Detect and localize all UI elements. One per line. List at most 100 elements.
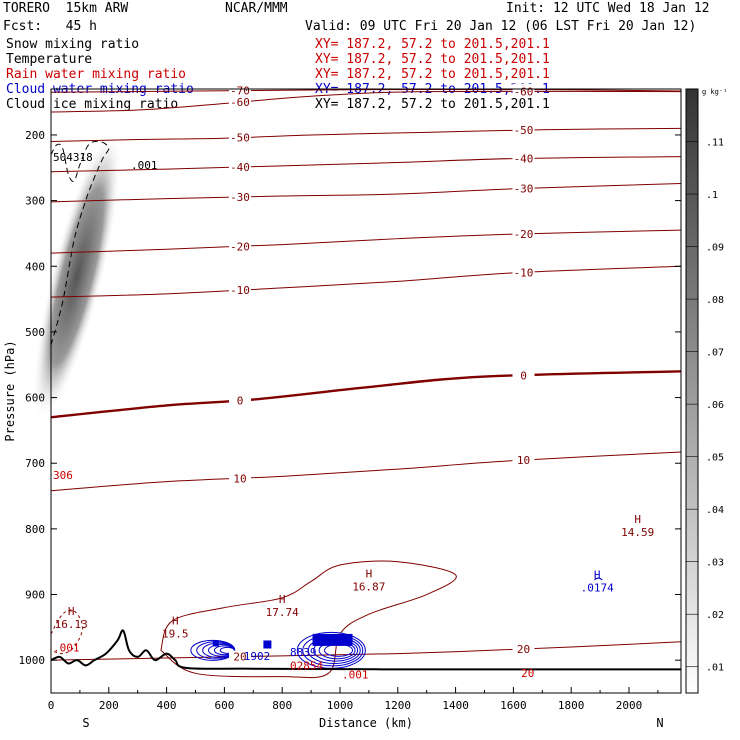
temperature-contour-0 (50, 370, 682, 419)
contour-value-label: 20 (521, 667, 534, 680)
field-name-rain: Rain water mixing ratio (6, 67, 187, 82)
temperature-label: -20 (514, 228, 534, 241)
temperature-contour-m70 (50, 88, 682, 93)
y-tick-label: 1000 (19, 654, 46, 667)
colorbar (685, 88, 699, 694)
high-marker: H (172, 615, 179, 628)
high-value-label: 14.59 (621, 526, 654, 539)
x-tick-label: 1400 (442, 699, 469, 712)
contour-value-label: .001 (342, 669, 369, 682)
y-tick-label: 800 (25, 523, 45, 536)
forecast-label: Fcst: 45 h (3, 19, 97, 34)
temperature-label: -50 (514, 124, 534, 137)
high-value-label: .0174 (581, 582, 614, 595)
high-value-label: 16.13 (55, 618, 88, 631)
valid-label: Valid: 09 UTC Fri 20 Jan 12 (06 LST Fri … (305, 19, 697, 34)
terrain-line (50, 629, 681, 671)
x-tick-label: 1000 (327, 699, 354, 712)
contour-value-label: 1902 (244, 650, 271, 663)
temperature-label-bg (512, 642, 535, 655)
x-tick-label: 600 (214, 699, 234, 712)
temperature-label-bg (512, 152, 535, 165)
colorbar-tick-label: .1 (706, 190, 718, 201)
x-tick-label: 1800 (558, 699, 585, 712)
temperature-label: -70 (230, 85, 250, 98)
temperature-label-bg (229, 161, 251, 174)
temperature-label: -40 (230, 161, 250, 174)
colorbar-tick-label: .01 (706, 663, 724, 674)
contour-value-label: 8839 (290, 646, 317, 659)
y-axis-label: Pressure (hPa) (3, 340, 17, 441)
temperature-label-bg (512, 227, 535, 240)
temperature-contour-m40 (50, 156, 682, 173)
temperature-label-bg (512, 369, 535, 382)
temperature-label: -10 (230, 284, 250, 297)
x-tick-label: 1600 (500, 699, 527, 712)
field-name-temperature: Temperature (6, 52, 93, 67)
temperature-label-bg (229, 96, 251, 109)
colorbar-tick-label: .02 (706, 610, 724, 621)
temperature-label-bg (229, 650, 251, 663)
temperature-contour-m30 (50, 183, 682, 203)
high-marker: H (279, 593, 286, 606)
colorbar-unit: g kg⁻¹ (702, 88, 727, 96)
temperature-contour-m50 (50, 127, 682, 143)
temperature-label-bg (512, 266, 535, 279)
temperature-contour-10 (50, 451, 682, 492)
colorbar-tick-label: .08 (706, 295, 724, 306)
cloud-water-cell (212, 640, 219, 647)
temperature-label: -40 (514, 152, 534, 165)
y-tick-label: 700 (25, 457, 45, 470)
high-value-label: 16.87 (352, 580, 385, 593)
field-coords-cloud-ice: XY= 187.2, 57.2 to 201.5,201.1 (315, 97, 550, 112)
field-coords-rain: XY= 187.2, 57.2 to 201.5,201.1 (315, 67, 550, 82)
field-coords-temperature: XY= 187.2, 57.2 to 201.5,201.1 (315, 52, 550, 67)
field-name-cloud-ice: Cloud ice mixing ratio (6, 97, 179, 112)
y-tick-label: 600 (25, 392, 45, 405)
temperature-label: -20 (230, 240, 250, 253)
x-axis-label: Distance (km) (319, 716, 413, 730)
temperature-label: 20 (233, 651, 246, 664)
y-tick-label: 300 (25, 195, 45, 208)
temperature-contour-m20 (50, 229, 682, 254)
temperature-label-bg (512, 124, 535, 137)
y-tick-label: 500 (25, 326, 45, 339)
contour-value-label: 02854 (290, 659, 323, 672)
colorbar-tick-label: .06 (706, 400, 724, 411)
cloud-water-cell (312, 633, 353, 646)
plot-frame (50, 88, 682, 694)
high-value-label: 17.74 (266, 606, 299, 619)
rain-water-contour-2 (50, 609, 84, 655)
high-marker: H (366, 567, 373, 580)
temperature-label: -10 (514, 266, 534, 279)
temperature-label-bg (229, 190, 251, 203)
colorbar-tick-label: .07 (706, 348, 724, 359)
contour-value-label: .001 (131, 159, 158, 172)
cloud-ice-contour (50, 140, 110, 346)
temperature-label: -60 (514, 86, 534, 99)
high-value-label: 19.5 (162, 628, 189, 641)
rain-water-contour (160, 560, 457, 679)
temperature-label-bg (229, 284, 251, 297)
temperature-label-bg (229, 84, 251, 97)
y-tick-label: 200 (25, 129, 45, 142)
field-coords-snow: XY= 187.2, 57.2 to 201.5,201.1 (315, 37, 550, 52)
temperature-label-bg (229, 394, 251, 407)
colorbar-tick-label: .11 (706, 138, 724, 149)
field-name-snow: Snow mixing ratio (6, 37, 140, 52)
contour-value-label: .001 (53, 642, 80, 655)
cloud-water-contour-small (593, 577, 603, 581)
snow-shading (32, 130, 122, 422)
contour-value-label: 306 (53, 469, 73, 482)
temperature-label: -30 (230, 191, 250, 204)
colorbar-tick-label: .04 (706, 505, 724, 516)
model-label: TORERO 15km ARW (3, 1, 129, 16)
colorbar-tick-label: .03 (706, 558, 724, 569)
colorbar-tick-label: .05 (706, 453, 724, 464)
high-marker: H (634, 513, 641, 526)
temperature-contour-m60 (50, 90, 682, 113)
temperature-label: 10 (517, 454, 530, 467)
contour-value-label: 504318 (53, 151, 93, 164)
temperature-label-bg (229, 472, 251, 485)
